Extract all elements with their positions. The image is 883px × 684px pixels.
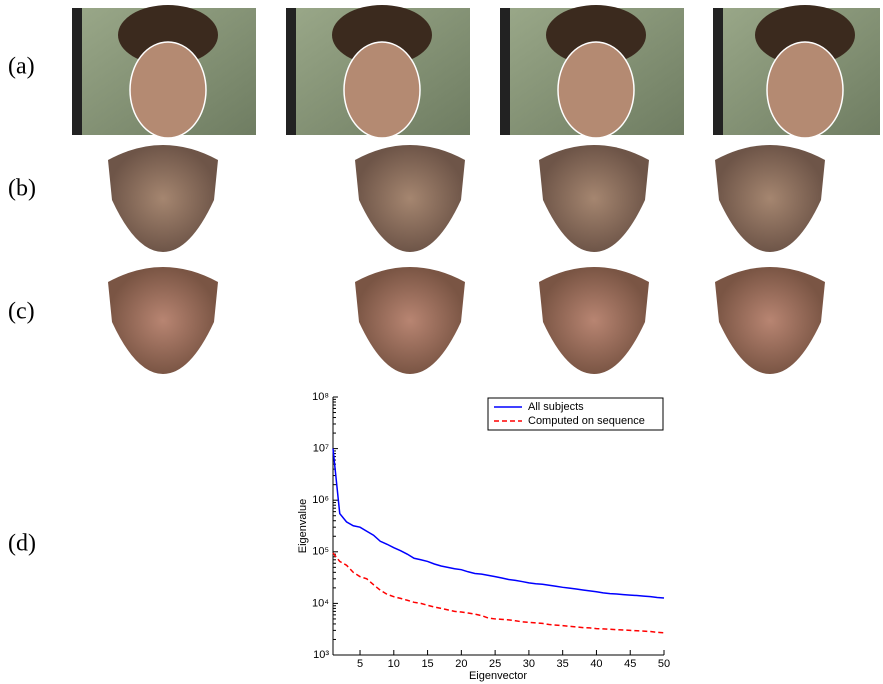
x-tick-label: 25 — [489, 658, 501, 670]
chart: Eigenvector Eigenvalue 10³ 10⁴ 10⁵ 10⁶ 10⁷ 10… — [297, 391, 670, 682]
row-c-faces — [108, 267, 825, 374]
y-tick-label: 10⁴ — [312, 597, 329, 609]
y-tick-label: 10⁷ — [313, 443, 329, 455]
row-b-faces — [108, 145, 825, 252]
x-tick-label: 15 — [421, 658, 433, 670]
y-tick-label: 10⁶ — [312, 494, 329, 506]
figure: (a) (b) (c) (d) Eigenvector Eigenvalue 1… — [0, 0, 883, 684]
row-a-images — [72, 5, 880, 138]
x-tick-label: 20 — [455, 658, 467, 670]
x-tick-label: 30 — [523, 658, 535, 670]
x-tick-label: 40 — [590, 658, 602, 670]
y-axis-label: Eigenvalue — [297, 499, 309, 553]
x-tick-label: 35 — [557, 658, 569, 670]
legend-label: Computed on sequence — [528, 415, 645, 427]
panel-label: (c) — [8, 299, 35, 325]
x-tick-label: 10 — [388, 658, 400, 670]
y-tick-label: 10⁸ — [312, 391, 329, 403]
x-axis-label: Eigenvector — [469, 670, 527, 682]
series-line — [333, 449, 664, 598]
panel-label: (d) — [8, 531, 36, 557]
panel-label: (a) — [8, 54, 35, 80]
x-tick-label: 50 — [658, 658, 670, 670]
y-tick-label: 10³ — [313, 649, 329, 661]
y-tick-label: 10⁵ — [312, 546, 329, 558]
panel-label: (b) — [8, 176, 36, 202]
legend-label: All subjects — [528, 401, 584, 413]
series-line — [333, 553, 664, 633]
x-tick-label: 5 — [357, 658, 363, 670]
x-tick-label: 45 — [624, 658, 636, 670]
